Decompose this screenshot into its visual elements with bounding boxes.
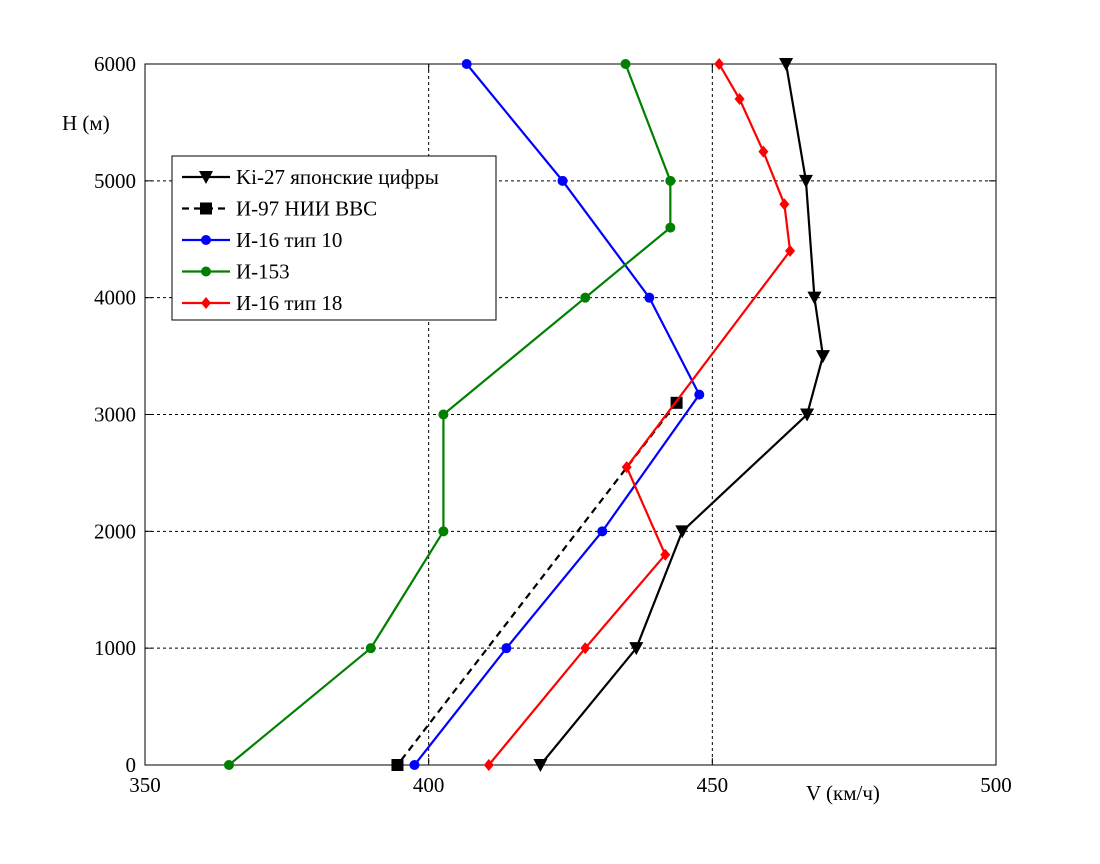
plot-frame — [144, 63, 997, 766]
y-tick-label: 3000 — [94, 403, 136, 427]
point-marker — [798, 174, 813, 188]
point-marker — [758, 145, 769, 158]
y-tick-label: 5000 — [94, 169, 136, 193]
point-marker — [365, 643, 376, 654]
legend-box — [171, 155, 497, 321]
point-marker — [785, 244, 796, 257]
legend-label: И-16 тип 10 — [236, 228, 342, 252]
point-marker — [201, 266, 211, 277]
y-tick-label: 2000 — [94, 519, 136, 543]
point-marker — [533, 759, 548, 772]
point-marker — [557, 175, 568, 186]
series-0 — [533, 58, 830, 772]
point-marker — [391, 759, 404, 771]
point-marker — [438, 409, 449, 420]
point-marker — [620, 59, 631, 69]
point-marker — [644, 292, 655, 303]
point-marker — [580, 292, 591, 303]
x-tick-label: 450 — [697, 773, 729, 797]
series-line — [228, 63, 672, 766]
point-marker — [660, 548, 671, 561]
series-2 — [409, 59, 705, 770]
point-marker — [665, 175, 676, 186]
point-marker — [199, 171, 213, 184]
x-axis-label: V (км/ч) — [806, 781, 880, 805]
point-marker — [201, 297, 211, 309]
legend-item: Ki-27 японские цифры — [182, 165, 439, 189]
point-marker — [807, 291, 822, 305]
point-marker — [201, 235, 211, 245]
point-marker — [800, 408, 815, 422]
point-marker — [409, 760, 420, 770]
legend-item: И-97 НИИ ВВС — [182, 197, 377, 221]
point-marker — [714, 58, 725, 70]
point-marker — [665, 222, 676, 233]
y-tick-label: 0 — [126, 753, 137, 777]
point-marker — [200, 202, 212, 215]
point-marker — [779, 58, 794, 71]
x-tick-label: 350 — [129, 773, 161, 797]
series-3 — [223, 59, 676, 770]
point-marker — [483, 759, 494, 771]
legend-item: И-153 — [182, 260, 290, 284]
point-marker — [734, 93, 745, 106]
point-marker — [501, 643, 512, 654]
point-marker — [438, 526, 449, 537]
y-axis-label: H (м) — [62, 111, 110, 135]
legend-label: И-153 — [236, 260, 290, 284]
y-tick-label: 1000 — [94, 636, 136, 660]
x-tick-label: 400 — [413, 773, 445, 797]
y-tick-label: 6000 — [94, 52, 136, 76]
legend-label: Ki-27 японские цифры — [236, 165, 439, 189]
point-marker — [675, 525, 690, 539]
legend-item: И-16 тип 10 — [182, 228, 342, 252]
point-marker — [223, 760, 234, 770]
point-marker — [779, 198, 790, 211]
legend-label: И-97 НИИ ВВС — [236, 197, 377, 221]
point-marker — [461, 59, 472, 69]
legend: Ki-27 японские цифры И-97 НИИ ВВС И-16 тип… — [171, 155, 497, 321]
x-tick-label: 500 — [980, 773, 1012, 797]
point-marker — [580, 642, 591, 655]
point-marker — [621, 461, 632, 474]
legend-label: И-16 тип 18 — [236, 291, 342, 315]
series-line — [539, 63, 825, 766]
point-marker — [597, 526, 608, 537]
legend-item: И-16 тип 18 — [182, 291, 342, 315]
point-marker — [629, 642, 644, 656]
series-group — [223, 58, 830, 772]
series-4 — [483, 58, 796, 771]
point-marker — [694, 389, 705, 400]
point-marker — [815, 350, 830, 364]
y-tick-label: 4000 — [94, 286, 136, 310]
